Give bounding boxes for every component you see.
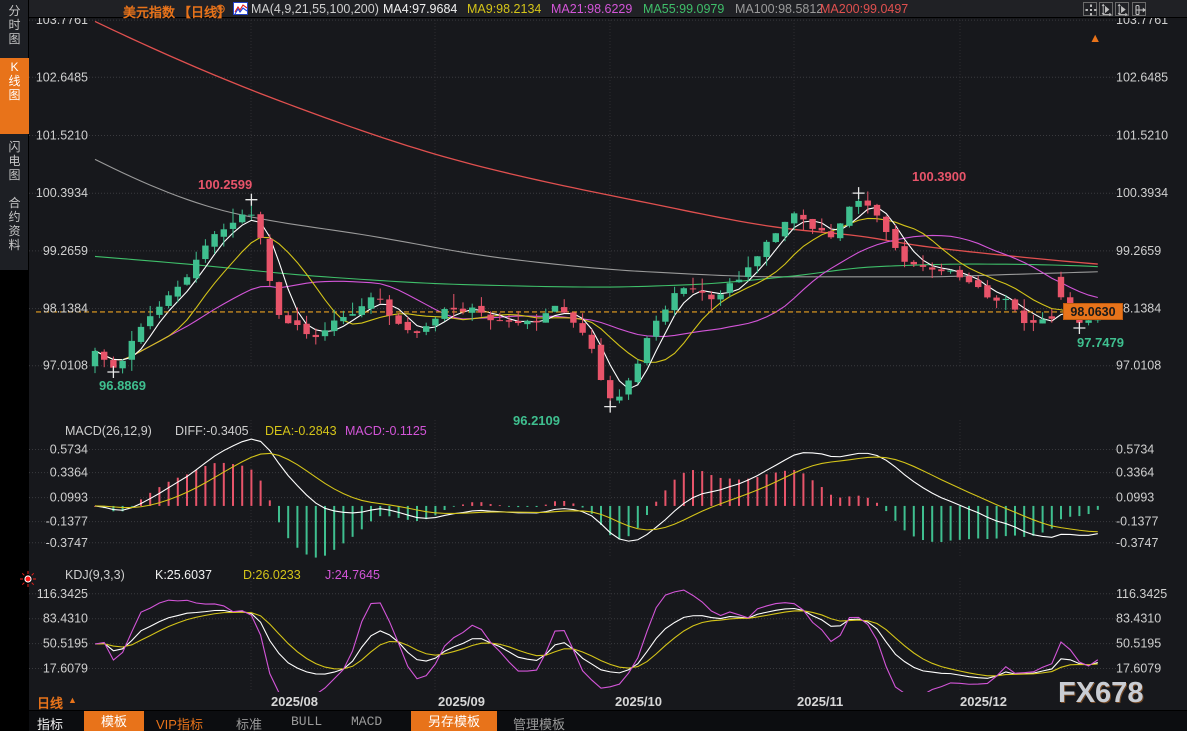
svg-text:17.6079: 17.6079: [1116, 662, 1161, 676]
svg-text:-0.3747: -0.3747: [46, 536, 88, 550]
svg-text:101.5210: 101.5210: [1116, 129, 1168, 143]
svg-text:116.3425: 116.3425: [1116, 587, 1167, 601]
svg-text:102.6485: 102.6485: [36, 70, 88, 84]
svg-text:97.0108: 97.0108: [43, 359, 88, 373]
svg-text:-0.1377: -0.1377: [46, 515, 88, 529]
svg-text:98.1384: 98.1384: [43, 302, 88, 316]
svg-text:0.3364: 0.3364: [50, 466, 88, 480]
svg-text:17.6079: 17.6079: [43, 662, 88, 676]
svg-text:-0.1377: -0.1377: [1116, 515, 1158, 529]
svg-text:101.5210: 101.5210: [36, 129, 88, 143]
svg-text:100.3934: 100.3934: [1116, 186, 1168, 200]
svg-text:0.5734: 0.5734: [1116, 443, 1154, 457]
svg-text:83.4310: 83.4310: [43, 612, 88, 626]
svg-text:116.3425: 116.3425: [37, 587, 88, 601]
svg-text:99.2659: 99.2659: [1116, 244, 1161, 258]
svg-text:-0.3747: -0.3747: [1116, 536, 1158, 550]
svg-text:50.5195: 50.5195: [1116, 637, 1161, 651]
svg-text:97.0108: 97.0108: [1116, 359, 1161, 373]
svg-text:50.5195: 50.5195: [43, 637, 88, 651]
svg-text:98.1384: 98.1384: [1116, 302, 1161, 316]
svg-text:0.0993: 0.0993: [1116, 491, 1154, 505]
svg-text:83.4310: 83.4310: [1116, 612, 1161, 626]
svg-text:0.3364: 0.3364: [1116, 466, 1154, 480]
svg-text:100.3934: 100.3934: [36, 186, 88, 200]
svg-text:102.6485: 102.6485: [1116, 70, 1168, 84]
svg-text:0.5734: 0.5734: [50, 443, 88, 457]
svg-text:99.2659: 99.2659: [43, 244, 88, 258]
svg-text:0.0993: 0.0993: [50, 491, 88, 505]
